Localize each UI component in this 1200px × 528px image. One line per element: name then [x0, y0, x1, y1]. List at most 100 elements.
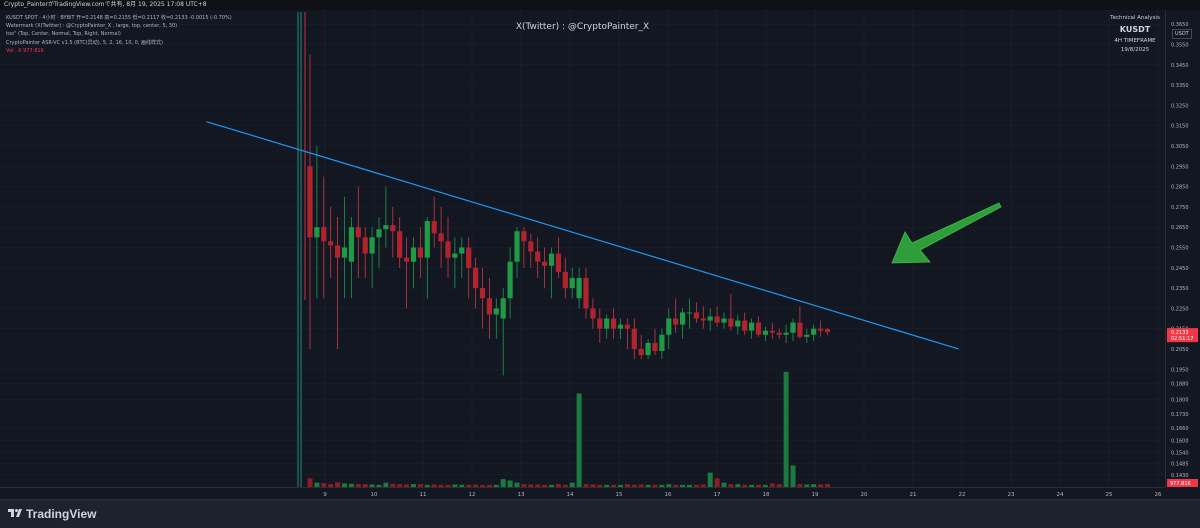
time-tick-label: 15	[616, 492, 623, 498]
volume-bar	[307, 478, 313, 487]
candle-body	[818, 328, 824, 331]
candle-body	[348, 227, 354, 262]
candle-body	[631, 328, 637, 349]
volume-bar	[438, 484, 444, 487]
top-bar: Crypto_PainterがTradingView.comで共有, 8月 19…	[0, 0, 1200, 10]
price-axis[interactable]	[1165, 10, 1200, 487]
candle-body	[769, 330, 775, 333]
volume-bar	[528, 484, 534, 487]
volume-bar	[493, 484, 499, 487]
time-axis[interactable]	[0, 487, 1165, 500]
candle-body	[362, 237, 368, 254]
candle-body	[617, 324, 624, 329]
candle-body	[562, 271, 568, 289]
volume-bar	[687, 484, 692, 487]
candle-body	[479, 288, 486, 299]
volume-bar	[466, 484, 472, 487]
currency-tag[interactable]: USDT	[1172, 29, 1192, 39]
price-tick-label: 0.1600	[1171, 438, 1189, 444]
current-price-tag	[1167, 328, 1198, 343]
price-tick-label: 0.2750	[1171, 205, 1189, 211]
volume-bar	[790, 465, 796, 487]
candle-body	[742, 320, 748, 331]
candle-body	[604, 318, 610, 329]
candle-body	[824, 329, 831, 333]
chart-legend: KUSDT SPOT · 4小时 · BYBIT 开=0.2148 高=0.21…	[6, 14, 232, 55]
volume-bar	[507, 480, 513, 487]
price-tick-label: 0.3250	[1171, 103, 1189, 109]
candle-body	[548, 253, 555, 266]
candle-body	[783, 332, 789, 335]
price-tick-label: 0.2550	[1171, 245, 1189, 251]
ta-title: Technical Analysis	[1110, 15, 1160, 21]
volume-bar	[666, 484, 672, 487]
legend-volume-line[interactable]: Vol · K 977.81K	[6, 47, 44, 54]
tradingview-logo-icon[interactable]	[8, 506, 22, 520]
volume-bar	[700, 484, 706, 487]
legend-symbol-line[interactable]: KUSDT SPOT · 4小时 · BYBIT 开=0.2148 高=0.21…	[6, 15, 232, 21]
volume-bar	[769, 483, 775, 487]
time-tick-label: 14	[567, 492, 574, 498]
candle-body	[611, 318, 617, 329]
volume-bar	[749, 484, 755, 487]
volume-tag-value: 977.81K	[1170, 481, 1191, 487]
volume-bar	[542, 484, 548, 487]
price-tick-label: 0.3450	[1171, 63, 1189, 69]
candle-body	[493, 308, 499, 315]
volume-bar	[535, 484, 541, 487]
volume-bar	[555, 484, 561, 487]
volume-bar	[445, 484, 451, 487]
candle-body	[686, 312, 693, 314]
volume-bar	[390, 483, 396, 487]
candle-body	[721, 318, 727, 323]
legend-tooltip-line[interactable]: too" (Top, Center, Normal, Top, Right, N…	[6, 31, 121, 38]
volume-bar	[562, 484, 568, 487]
candle-body	[569, 277, 575, 289]
time-tick-label: 17	[714, 492, 721, 498]
volume-bar	[611, 484, 617, 487]
countdown-value: 02:51:17	[1171, 336, 1193, 342]
legend-watermark-line[interactable]: Watermark (X(Twitter) : @CryptoPainter_X…	[6, 23, 178, 30]
volume-bar	[397, 484, 403, 487]
chart-area[interactable]	[0, 10, 1165, 487]
candle-body	[811, 328, 817, 335]
candle-body	[424, 221, 430, 258]
candle-body	[638, 348, 644, 356]
volume-bar	[735, 484, 741, 487]
volume-bar	[707, 472, 713, 487]
volume-bar	[369, 484, 375, 487]
time-tick-label: 12	[469, 492, 476, 498]
footer-brand[interactable]: TradingView	[26, 507, 97, 521]
time-tick-label: 13	[518, 492, 525, 498]
volume-bar	[652, 484, 658, 487]
time-tick-label: 16	[665, 492, 672, 498]
price-tick-label: 0.2850	[1171, 185, 1189, 191]
legend-indicator-line[interactable]: CryptoPainter ASR-VC v1.5 (BTC(异动), 5, 2…	[6, 39, 163, 46]
volume-bar	[811, 484, 817, 487]
volume-bar	[673, 484, 679, 487]
candle-body	[466, 247, 472, 268]
volume-bar	[411, 484, 416, 487]
candle-body	[514, 231, 520, 262]
volume-bar	[590, 484, 596, 487]
volume-bar	[514, 482, 520, 487]
volume-bar	[776, 484, 782, 487]
technical-analysis-box: Technical Analysis KUSDT 4H TIMEFRAME 19…	[1090, 15, 1180, 53]
candle-body	[693, 312, 699, 319]
volume-bar	[742, 484, 748, 487]
volume-bar	[576, 393, 582, 487]
volume-bar	[486, 484, 492, 487]
candle-body	[590, 308, 596, 319]
time-tick-label: 26	[1155, 492, 1162, 498]
volume-bar	[721, 482, 727, 487]
candle-body	[390, 225, 396, 232]
candle-body	[797, 322, 803, 337]
time-tick-label: 23	[1008, 492, 1015, 498]
candle-body	[328, 241, 334, 246]
candle-body	[507, 261, 513, 299]
volume-bar	[314, 482, 320, 487]
candle-body	[459, 247, 465, 254]
candle-body	[528, 241, 534, 252]
candle-body	[749, 322, 755, 331]
